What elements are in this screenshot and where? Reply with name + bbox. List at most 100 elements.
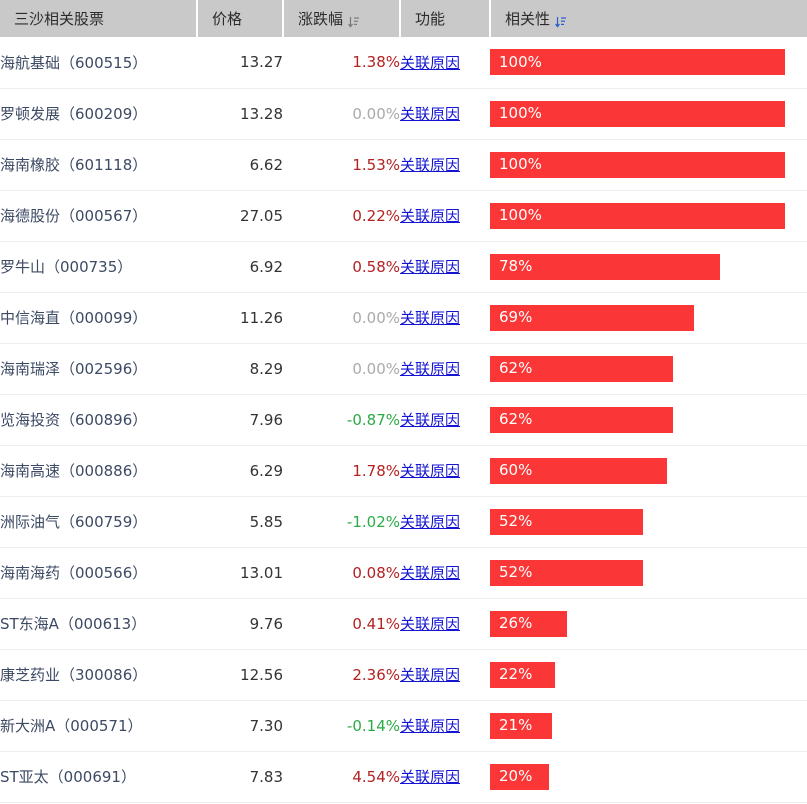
cell-relevance: 100% bbox=[490, 37, 807, 88]
cell-relevance: 21% bbox=[490, 700, 807, 751]
related-reason-link[interactable]: 关联原因 bbox=[400, 564, 461, 582]
cell-relevance: 60% bbox=[490, 445, 807, 496]
related-reason-link[interactable]: 关联原因 bbox=[400, 462, 461, 480]
related-reason-link[interactable]: 关联原因 bbox=[400, 615, 461, 633]
cell-price: 27.05 bbox=[240, 206, 283, 225]
cell-function: 关联原因 bbox=[400, 394, 490, 445]
cell-change-percent: -0.14% bbox=[346, 716, 400, 735]
relevance-bar-track: 78% bbox=[490, 253, 785, 280]
cell-price: 7.30 bbox=[249, 716, 283, 735]
cell-price: 12.56 bbox=[240, 665, 283, 684]
relevance-bar-track: 21% bbox=[490, 712, 785, 739]
relevance-bar-track: 60% bbox=[490, 457, 785, 484]
related-reason-link[interactable]: 关联原因 bbox=[400, 411, 461, 429]
cell-relevance: 62% bbox=[490, 343, 807, 394]
column-header-name[interactable]: 三沙相关股票 bbox=[0, 0, 198, 37]
cell-change-percent: 1.53% bbox=[352, 155, 400, 174]
table-body: 海航基础（600515） 13.27 1.38% 关联原因 100% 罗顿发展（60020… bbox=[0, 37, 807, 802]
table-row: 海南海药（000566） 13.01 0.08% 关联原因 52% bbox=[0, 547, 807, 598]
column-header-function-label: 功能 bbox=[415, 10, 446, 28]
relevance-bar-label: 62% bbox=[499, 410, 533, 428]
cell-stock-name: ST东海A（000613） bbox=[0, 615, 147, 633]
relevance-bar-track: 20% bbox=[490, 763, 785, 790]
related-reason-link[interactable]: 关联原因 bbox=[400, 768, 461, 786]
cell-relevance: 69% bbox=[490, 292, 807, 343]
table-row: 新大洲A（000571） 7.30 -0.14% 关联原因 21% bbox=[0, 700, 807, 751]
relevance-bar-fill: 100% bbox=[490, 202, 785, 229]
cell-price: 8.29 bbox=[249, 359, 283, 378]
cell-relevance: 52% bbox=[490, 496, 807, 547]
column-header-relevance-label: 相关性 bbox=[505, 10, 551, 28]
related-reason-link[interactable]: 关联原因 bbox=[400, 717, 461, 735]
relevance-bar-track: 62% bbox=[490, 355, 785, 382]
relevance-bar-fill: 78% bbox=[490, 253, 721, 280]
table-row: 洲际油气（600759） 5.85 -1.02% 关联原因 52% bbox=[0, 496, 807, 547]
table-row: 海德股份（000567） 27.05 0.22% 关联原因 100% bbox=[0, 190, 807, 241]
cell-change-percent: -1.02% bbox=[346, 512, 400, 531]
table-row: 海航基础（600515） 13.27 1.38% 关联原因 100% bbox=[0, 37, 807, 88]
related-reason-link[interactable]: 关联原因 bbox=[400, 156, 461, 174]
cell-function: 关联原因 bbox=[400, 190, 490, 241]
relevance-bar-track: 62% bbox=[490, 406, 785, 433]
related-reason-link[interactable]: 关联原因 bbox=[400, 309, 461, 327]
relevance-bar-fill: 62% bbox=[490, 355, 673, 382]
cell-function: 关联原因 bbox=[400, 547, 490, 598]
cell-price: 7.96 bbox=[249, 410, 283, 429]
related-reason-link[interactable]: 关联原因 bbox=[400, 207, 461, 225]
relevance-bar-label: 100% bbox=[499, 104, 542, 122]
cell-change-percent: 0.58% bbox=[352, 257, 400, 276]
relevance-bar-track: 22% bbox=[490, 661, 785, 688]
cell-stock-name: 中信海直（000099） bbox=[0, 309, 148, 327]
sort-icon-relevance[interactable] bbox=[555, 14, 567, 28]
relevance-bar-fill: 62% bbox=[490, 406, 673, 433]
sort-icon-change[interactable] bbox=[348, 14, 360, 28]
cell-function: 关联原因 bbox=[400, 343, 490, 394]
cell-relevance: 20% bbox=[490, 751, 807, 802]
related-reason-link[interactable]: 关联原因 bbox=[400, 258, 461, 276]
related-reason-link[interactable]: 关联原因 bbox=[400, 105, 461, 123]
cell-stock-name: 康芝药业（300086） bbox=[0, 666, 148, 684]
table-row: 罗牛山（000735） 6.92 0.58% 关联原因 78% bbox=[0, 241, 807, 292]
relevance-bar-label: 69% bbox=[499, 308, 533, 326]
related-reason-link[interactable]: 关联原因 bbox=[400, 360, 461, 378]
cell-price: 6.29 bbox=[249, 461, 283, 480]
cell-relevance: 62% bbox=[490, 394, 807, 445]
relevance-bar-fill: 60% bbox=[490, 457, 667, 484]
relevance-bar-track: 100% bbox=[490, 202, 785, 229]
cell-relevance: 26% bbox=[490, 598, 807, 649]
related-reason-link[interactable]: 关联原因 bbox=[400, 513, 461, 531]
relevance-bar-track: 100% bbox=[490, 100, 785, 127]
related-reason-link[interactable]: 关联原因 bbox=[400, 666, 461, 684]
relevance-bar-fill: 100% bbox=[490, 49, 785, 76]
column-header-price[interactable]: 价格 bbox=[197, 0, 284, 37]
table-header-row: 三沙相关股票 价格 涨跌幅 bbox=[0, 0, 807, 37]
table-row: 海南瑞泽（002596） 8.29 0.00% 关联原因 62% bbox=[0, 343, 807, 394]
relevance-bar-track: 69% bbox=[490, 304, 785, 331]
cell-stock-name: 新大洲A（000571） bbox=[0, 717, 143, 735]
cell-price: 7.83 bbox=[249, 767, 283, 786]
column-header-function[interactable]: 功能 bbox=[400, 0, 491, 37]
column-header-name-label: 三沙相关股票 bbox=[14, 10, 105, 28]
column-header-relevance[interactable]: 相关性 bbox=[490, 0, 807, 37]
related-reason-link[interactable]: 关联原因 bbox=[400, 53, 461, 72]
cell-function: 关联原因 bbox=[400, 37, 490, 88]
relevance-bar-track: 100% bbox=[490, 49, 785, 76]
cell-price: 9.76 bbox=[249, 614, 283, 633]
cell-stock-name: 海南海药（000566） bbox=[0, 564, 148, 582]
table-row: 海南高速（000886） 6.29 1.78% 关联原因 60% bbox=[0, 445, 807, 496]
cell-change-percent: 2.36% bbox=[352, 665, 400, 684]
relevance-bar-fill: 22% bbox=[490, 661, 555, 688]
cell-change-percent: 0.22% bbox=[352, 206, 400, 225]
relevance-bar-fill: 20% bbox=[490, 763, 549, 790]
cell-stock-name: 览海投资（600896） bbox=[0, 411, 148, 429]
relevance-bar-label: 22% bbox=[499, 665, 533, 683]
relevance-bar-label: 100% bbox=[499, 52, 542, 71]
cell-relevance: 78% bbox=[490, 241, 807, 292]
cell-change-percent: 0.08% bbox=[352, 563, 400, 582]
relevance-bar-label: 100% bbox=[499, 155, 542, 173]
cell-change-percent: -0.87% bbox=[346, 410, 400, 429]
relevance-bar-label: 52% bbox=[499, 563, 533, 581]
column-header-change[interactable]: 涨跌幅 bbox=[283, 0, 401, 37]
relevance-bar-fill: 26% bbox=[490, 610, 567, 637]
table-row: 罗顿发展（600209） 13.28 0.00% 关联原因 100% bbox=[0, 88, 807, 139]
